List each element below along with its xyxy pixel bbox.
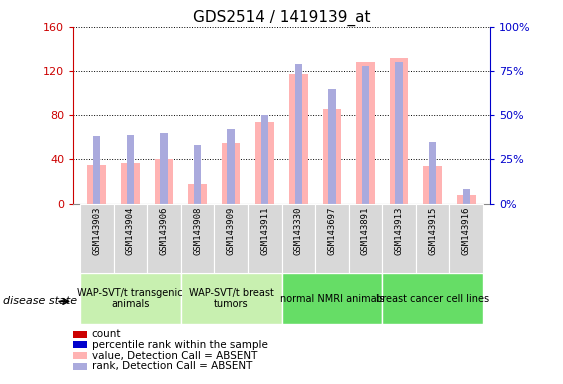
Bar — [382, 273, 483, 324]
Bar — [181, 273, 282, 324]
Bar — [93, 136, 100, 204]
Text: normal NMRI animals: normal NMRI animals — [280, 293, 384, 304]
Text: GSM143916: GSM143916 — [462, 207, 471, 255]
Bar — [147, 204, 181, 273]
Text: rank, Detection Call = ABSENT: rank, Detection Call = ABSENT — [92, 361, 252, 371]
Bar — [282, 273, 382, 324]
Bar — [457, 195, 476, 204]
Bar — [256, 122, 274, 204]
Text: disease state: disease state — [3, 296, 77, 306]
Bar — [390, 58, 408, 204]
Text: GSM143908: GSM143908 — [193, 207, 202, 255]
Bar — [114, 204, 147, 273]
Bar — [423, 166, 442, 204]
Bar — [188, 184, 207, 204]
Bar — [121, 163, 140, 204]
Text: value, Detection Call = ABSENT: value, Detection Call = ABSENT — [92, 351, 257, 361]
Bar — [80, 273, 181, 324]
Text: GSM143330: GSM143330 — [294, 207, 303, 255]
Bar — [416, 204, 449, 273]
Bar — [348, 204, 382, 273]
Bar — [356, 62, 375, 204]
Bar — [395, 62, 403, 204]
Bar — [215, 204, 248, 273]
Text: GSM143903: GSM143903 — [92, 207, 101, 255]
Bar — [362, 66, 369, 204]
Bar — [323, 109, 341, 204]
Text: GSM143697: GSM143697 — [328, 207, 337, 255]
Text: count: count — [92, 329, 121, 339]
Text: GSM143891: GSM143891 — [361, 207, 370, 255]
Text: breast cancer cell lines: breast cancer cell lines — [376, 293, 489, 304]
Bar — [294, 64, 302, 204]
Text: GSM143913: GSM143913 — [395, 207, 404, 255]
Bar — [248, 204, 282, 273]
Bar — [382, 204, 416, 273]
Bar — [289, 74, 307, 204]
Bar — [328, 89, 336, 204]
Text: WAP-SVT/t transgenic
animals: WAP-SVT/t transgenic animals — [78, 288, 183, 310]
Bar — [222, 143, 240, 204]
Text: percentile rank within the sample: percentile rank within the sample — [92, 340, 267, 350]
Bar — [463, 189, 470, 204]
Bar — [181, 204, 215, 273]
Text: GSM143911: GSM143911 — [260, 207, 269, 255]
Bar — [127, 135, 134, 204]
Bar — [155, 159, 173, 204]
Bar — [87, 165, 106, 204]
Bar — [261, 115, 269, 204]
Text: GSM143915: GSM143915 — [428, 207, 437, 255]
Bar — [429, 142, 436, 204]
Bar — [227, 129, 235, 204]
Bar — [160, 133, 168, 204]
Bar — [80, 204, 114, 273]
Bar — [282, 204, 315, 273]
Text: GSM143906: GSM143906 — [159, 207, 168, 255]
Text: WAP-SVT/t breast
tumors: WAP-SVT/t breast tumors — [189, 288, 274, 310]
Bar — [449, 204, 483, 273]
Text: GSM143904: GSM143904 — [126, 207, 135, 255]
Text: GSM143909: GSM143909 — [226, 207, 235, 255]
Title: GDS2514 / 1419139_at: GDS2514 / 1419139_at — [193, 9, 370, 25]
Bar — [194, 145, 201, 204]
Bar — [315, 204, 348, 273]
